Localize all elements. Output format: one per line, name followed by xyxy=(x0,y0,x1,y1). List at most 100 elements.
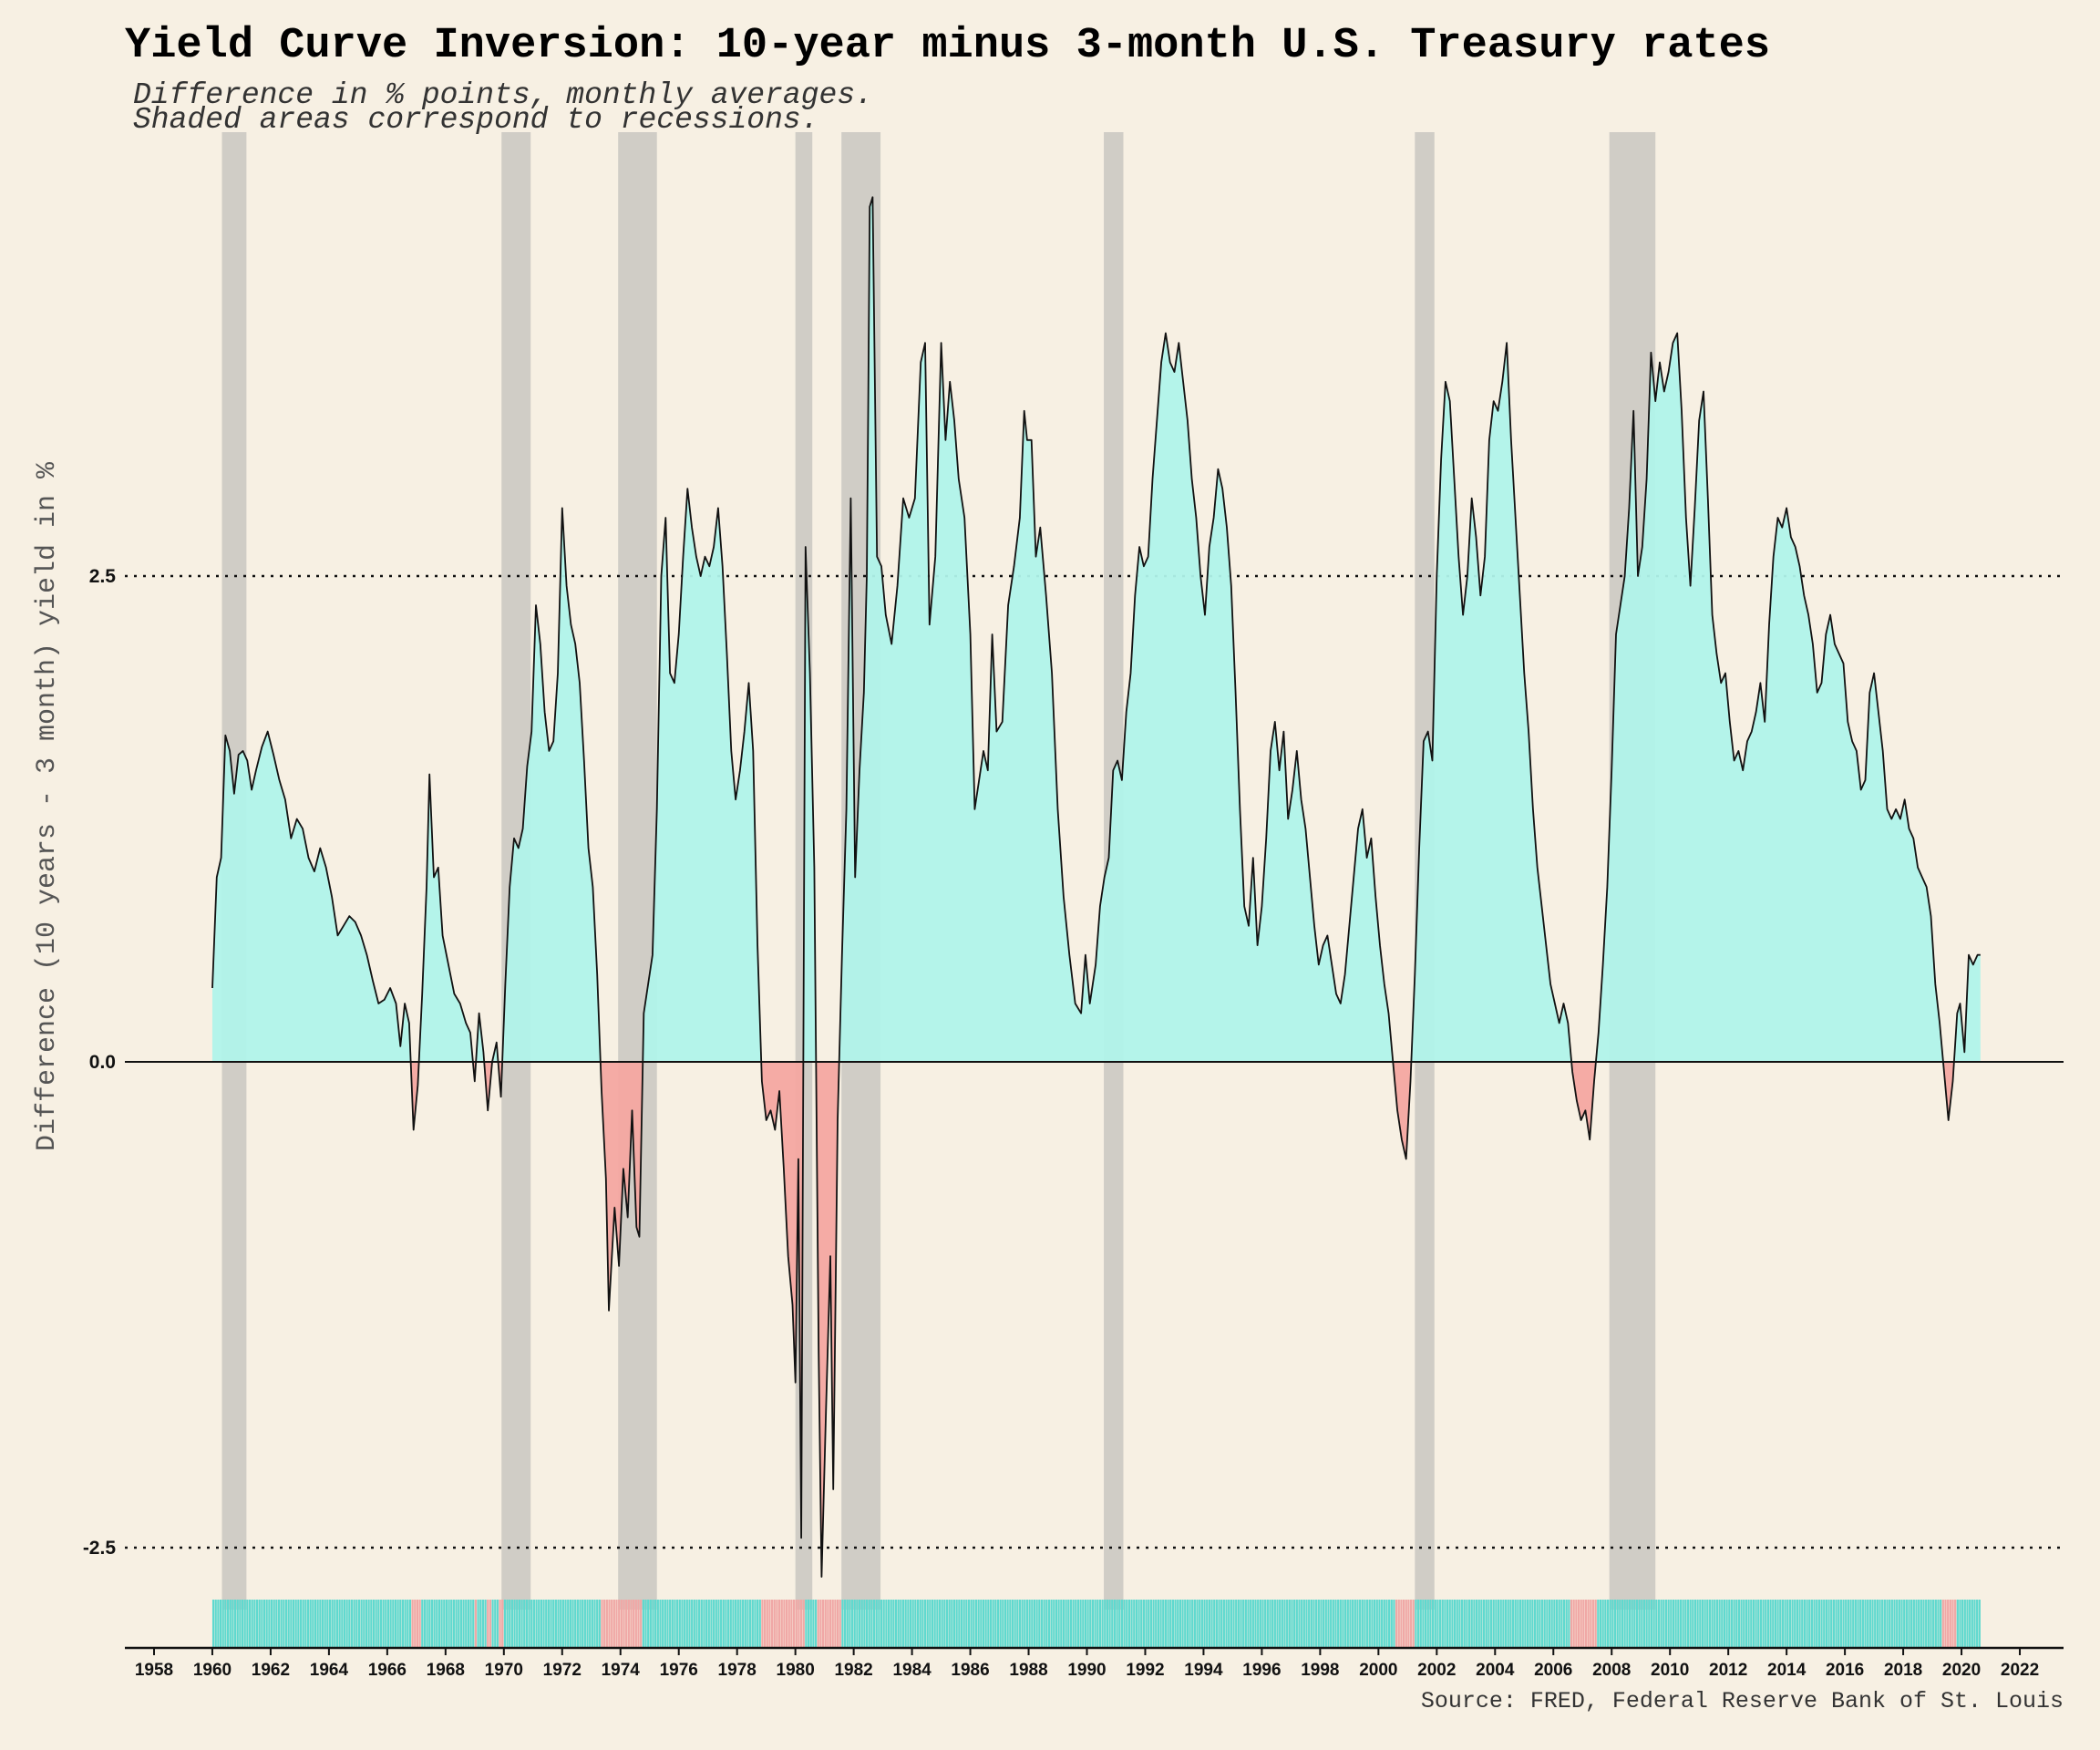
rug-tick xyxy=(749,1600,752,1647)
rug-tick xyxy=(1825,1600,1827,1647)
rug-tick xyxy=(375,1600,377,1647)
rug-tick xyxy=(1111,1600,1114,1647)
rug-tick xyxy=(334,1600,336,1647)
rug-tick xyxy=(1149,1600,1153,1647)
rug-tick xyxy=(1451,1600,1454,1647)
rug-tick xyxy=(1976,1600,1979,1647)
rug-tick xyxy=(681,1600,684,1647)
rug-tick xyxy=(1900,1600,1903,1647)
rug-tick xyxy=(297,1600,300,1647)
rug-tick xyxy=(1009,1600,1012,1647)
rug-tick xyxy=(309,1600,312,1647)
rug-tick xyxy=(754,1600,757,1647)
rug-tick xyxy=(1281,1600,1283,1647)
rug-tick xyxy=(1601,1600,1604,1647)
rug-tick xyxy=(567,1600,570,1647)
rug-tick xyxy=(700,1600,703,1647)
rug-tick xyxy=(593,1600,596,1647)
rug-tick xyxy=(1784,1600,1786,1647)
rug-tick xyxy=(1562,1600,1566,1647)
rug-tick xyxy=(1903,1600,1906,1647)
rug-tick xyxy=(1947,1600,1950,1647)
rug-tick xyxy=(1222,1600,1225,1647)
rug-tick xyxy=(1251,1600,1254,1647)
rug-tick xyxy=(1730,1600,1734,1647)
rug-tick xyxy=(1511,1600,1515,1647)
rug-tick xyxy=(287,1600,290,1647)
rug-tick xyxy=(693,1600,695,1647)
rug-tick xyxy=(642,1600,644,1647)
rug-tick xyxy=(363,1600,365,1647)
rug-tick xyxy=(1177,1600,1179,1647)
rug-tick xyxy=(219,1600,222,1647)
rug-tick xyxy=(1918,1600,1920,1647)
rug-tick xyxy=(430,1600,434,1647)
rug-tick xyxy=(345,1600,348,1647)
rug-tick xyxy=(243,1600,246,1647)
rug-tick xyxy=(1830,1600,1833,1647)
rug-tick xyxy=(445,1600,448,1647)
rug-tick xyxy=(489,1600,492,1647)
rug-tick xyxy=(843,1600,847,1647)
rug-tick xyxy=(1638,1600,1641,1647)
rug-tick xyxy=(582,1600,584,1647)
rug-tick xyxy=(407,1600,409,1647)
rug-tick xyxy=(603,1600,606,1647)
rug-tick xyxy=(1184,1600,1187,1647)
rug-tick xyxy=(1672,1600,1675,1647)
rug-tick xyxy=(819,1600,822,1647)
rug-tick xyxy=(1664,1600,1668,1647)
x-tick-label: 1962 xyxy=(252,1661,290,1680)
rug-tick xyxy=(1723,1600,1726,1647)
rug-tick xyxy=(367,1600,370,1647)
chart-subtitle-line-2: Shaded areas correspond to recessions. xyxy=(133,103,819,137)
rug-tick xyxy=(1257,1600,1260,1647)
rug-tick xyxy=(707,1600,710,1647)
rug-tick xyxy=(1098,1600,1102,1647)
rug-tick xyxy=(1810,1600,1813,1647)
rug-tick xyxy=(591,1600,593,1647)
rug-tick xyxy=(1941,1600,1944,1647)
rug-tick xyxy=(1517,1600,1519,1647)
rug-tick xyxy=(1393,1600,1395,1647)
rug-tick xyxy=(379,1600,383,1647)
rug-tick xyxy=(1047,1600,1051,1647)
rug-tick xyxy=(1242,1600,1245,1647)
rug-tick xyxy=(1757,1600,1760,1647)
x-tick-label: 1976 xyxy=(660,1661,698,1680)
rug-tick xyxy=(421,1600,424,1647)
rug-tick xyxy=(1684,1600,1687,1647)
rug-tick xyxy=(1623,1600,1626,1647)
rug-tick xyxy=(484,1600,487,1647)
rug-tick xyxy=(1002,1600,1004,1647)
rug-tick xyxy=(1193,1600,1196,1647)
rug-tick xyxy=(1310,1600,1312,1647)
rug-tick xyxy=(1718,1600,1721,1647)
rug-tick xyxy=(1715,1600,1719,1647)
x-tick-label: 1960 xyxy=(193,1661,232,1680)
rug-tick xyxy=(547,1600,550,1647)
rug-tick xyxy=(1524,1600,1527,1647)
rug-tick xyxy=(348,1600,351,1647)
rug-tick xyxy=(1745,1600,1748,1647)
rug-tick xyxy=(761,1600,764,1647)
rug-tick xyxy=(698,1600,701,1647)
rug-tick xyxy=(1089,1600,1092,1647)
rug-tick xyxy=(1361,1600,1364,1647)
rug-tick xyxy=(640,1600,643,1647)
rug-tick xyxy=(448,1600,450,1647)
rug-tick xyxy=(1033,1600,1036,1647)
rug-tick xyxy=(1295,1600,1298,1647)
rug-tick xyxy=(1755,1600,1757,1647)
rug-tick xyxy=(550,1600,552,1647)
rug-tick xyxy=(887,1600,890,1647)
spread-line-group xyxy=(211,196,1981,1578)
rug-tick xyxy=(1415,1600,1417,1647)
rug-tick xyxy=(1482,1600,1486,1647)
rug-tick xyxy=(1881,1600,1884,1647)
rug-tick xyxy=(501,1600,504,1647)
rug-tick xyxy=(1766,1600,1770,1647)
rug-tick xyxy=(948,1600,951,1647)
rug-tick xyxy=(863,1600,866,1647)
rug-tick xyxy=(885,1600,888,1647)
